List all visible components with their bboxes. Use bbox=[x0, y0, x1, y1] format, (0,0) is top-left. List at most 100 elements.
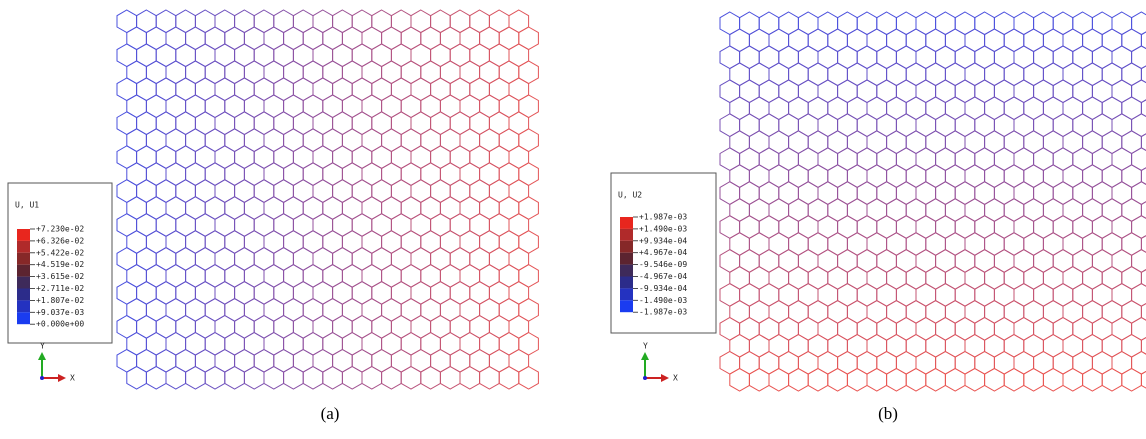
hexagon-cell bbox=[1132, 12, 1146, 35]
hexagon-cell bbox=[877, 182, 897, 205]
hexagon-cell bbox=[117, 180, 137, 203]
hexagon-cell bbox=[769, 97, 789, 120]
legend-color-band bbox=[17, 289, 30, 301]
hexagon-cell bbox=[480, 129, 500, 152]
hexagon-cell bbox=[313, 316, 333, 339]
hexagon-cell bbox=[1034, 182, 1054, 205]
hexagon-cell bbox=[146, 367, 166, 390]
hexagon-cell bbox=[460, 231, 480, 254]
hexagon-cell bbox=[887, 369, 907, 392]
hexagon-cell bbox=[798, 250, 818, 273]
hexagon-cell bbox=[965, 29, 985, 52]
hexagon-cell bbox=[857, 114, 877, 137]
hexagon-cell bbox=[1024, 63, 1044, 86]
hexagon-cell bbox=[264, 367, 284, 390]
hexagon-cell bbox=[847, 97, 867, 120]
triad-x-label: X bbox=[673, 374, 678, 383]
triad-x-arrow bbox=[58, 374, 66, 382]
hexagon-cell bbox=[965, 97, 985, 120]
hexagon-cell bbox=[225, 163, 245, 186]
hexagon-cell bbox=[254, 44, 274, 67]
hexagon-cell bbox=[985, 165, 1005, 188]
hexagon-cell bbox=[519, 231, 539, 254]
hexagon-cell bbox=[440, 367, 460, 390]
hexagon-cell bbox=[186, 27, 206, 50]
hexagon-cell bbox=[1043, 165, 1063, 188]
hexagon-cell bbox=[499, 61, 519, 84]
hexagon-cell bbox=[916, 250, 936, 273]
hexagon-cell bbox=[965, 233, 985, 256]
legend-color-band bbox=[620, 277, 633, 289]
hexagon-cell bbox=[146, 129, 166, 152]
hexagon-cell bbox=[244, 61, 264, 84]
hexagon-cell bbox=[156, 316, 176, 339]
hexagon-cell bbox=[195, 316, 215, 339]
hexagon-cell bbox=[244, 231, 264, 254]
hexagon-cell bbox=[489, 248, 509, 271]
hexagon-cell bbox=[127, 231, 147, 254]
hexagon-cell bbox=[509, 112, 529, 135]
hexagon-cell bbox=[382, 61, 402, 84]
hexagon-cell bbox=[1034, 250, 1054, 273]
hexagon-cell bbox=[215, 316, 235, 339]
hexagon-cell bbox=[284, 27, 304, 50]
panel-a: U, U1+7.230e-02+6.326e-02+5.422e-02+4.51… bbox=[8, 10, 538, 423]
hexagon-cell bbox=[1073, 250, 1093, 273]
hexagon-cell bbox=[1053, 46, 1073, 69]
hexagon-cell bbox=[994, 318, 1014, 341]
hexagon-cell bbox=[1063, 233, 1083, 256]
hexagon-cell bbox=[1063, 29, 1083, 52]
triad-y-arrow bbox=[38, 352, 46, 360]
hexagon-cell bbox=[1102, 131, 1122, 154]
hexagon-cell bbox=[1141, 369, 1146, 392]
hexagon-cell bbox=[225, 27, 245, 50]
hexagon-cell bbox=[1092, 182, 1112, 205]
legend-color-band bbox=[620, 229, 633, 241]
hexagon-cell bbox=[789, 233, 809, 256]
triad-x-arrow bbox=[661, 374, 669, 382]
hexagon-cell bbox=[1053, 250, 1073, 273]
hexagon-cell bbox=[877, 318, 897, 341]
hexagon-cell bbox=[896, 114, 916, 137]
hexagon-cell bbox=[1024, 233, 1044, 256]
hexagon-cell bbox=[749, 369, 769, 392]
hexagon-cell bbox=[470, 180, 490, 203]
hexagon-cell bbox=[828, 97, 848, 120]
hexagon-cell bbox=[1083, 301, 1103, 324]
hexagon-cell bbox=[480, 61, 500, 84]
hexagon-cell bbox=[186, 129, 206, 152]
legend-color-band bbox=[620, 253, 633, 265]
hexagon-cell bbox=[372, 112, 392, 135]
hexagon-cell bbox=[1043, 63, 1063, 86]
legend-color-band bbox=[17, 312, 30, 324]
hexagon-cell bbox=[828, 233, 848, 256]
hexagon-cell bbox=[391, 316, 411, 339]
hexagon-cell bbox=[808, 63, 828, 86]
hexagon-cell bbox=[916, 46, 936, 69]
hexagon-cell bbox=[440, 61, 460, 84]
hexagon-cell bbox=[1043, 29, 1063, 52]
hexagon-cell bbox=[117, 316, 137, 339]
legend-label: +2.711e-02 bbox=[36, 284, 84, 293]
hexagon-cell bbox=[965, 301, 985, 324]
hexagon-cell bbox=[431, 180, 451, 203]
hexagon-cell bbox=[186, 299, 206, 322]
hexagon-cell bbox=[1014, 182, 1034, 205]
hexagon-cell bbox=[975, 46, 995, 69]
hexagon-cell bbox=[789, 131, 809, 154]
hexagon-cell bbox=[896, 250, 916, 273]
hexagon-cell bbox=[166, 163, 186, 186]
hexagon-cell bbox=[779, 182, 799, 205]
hexagon-cell bbox=[225, 129, 245, 152]
hexagon-cell bbox=[166, 61, 186, 84]
hexagon-cell bbox=[215, 112, 235, 135]
hexagon-cell bbox=[421, 95, 441, 118]
hexagon-cell bbox=[519, 299, 539, 322]
hexagon-cell bbox=[333, 248, 353, 271]
hexagon-cell bbox=[264, 27, 284, 50]
hexagon-cell bbox=[887, 63, 907, 86]
hexagon-cell bbox=[127, 299, 147, 322]
hexagon-cell bbox=[205, 299, 225, 322]
hexagon-cell bbox=[509, 44, 529, 67]
hexagon-cell bbox=[235, 316, 255, 339]
